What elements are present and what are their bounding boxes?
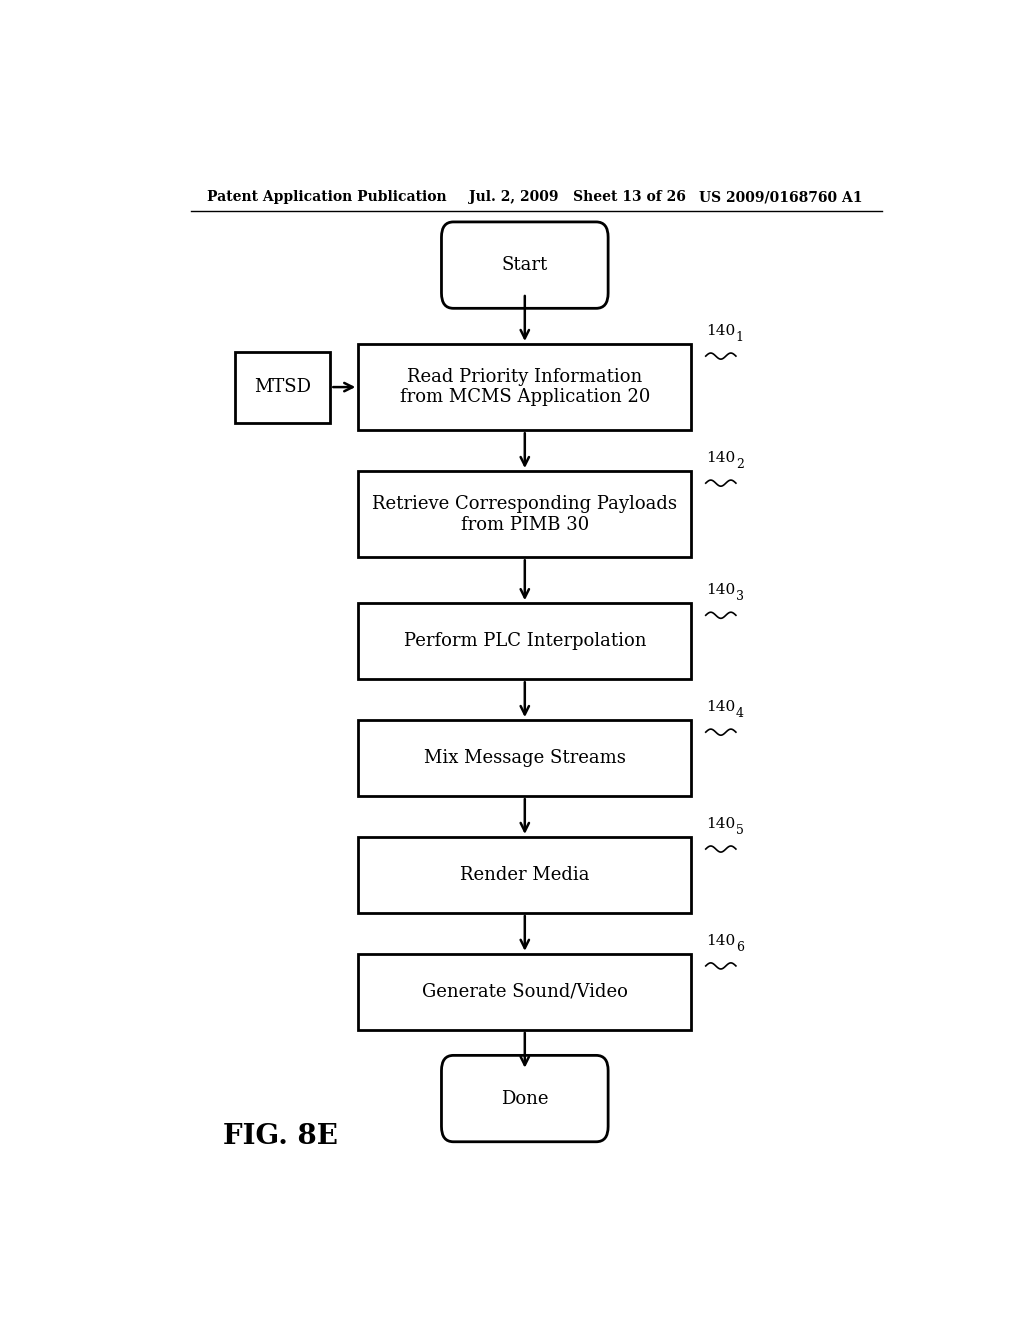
FancyBboxPatch shape — [358, 719, 691, 796]
Text: Generate Sound/Video: Generate Sound/Video — [422, 983, 628, 1001]
Text: MTSD: MTSD — [254, 378, 311, 396]
Text: Done: Done — [501, 1089, 549, 1107]
Text: 140: 140 — [706, 817, 735, 830]
FancyBboxPatch shape — [236, 351, 331, 422]
Text: Mix Message Streams: Mix Message Streams — [424, 748, 626, 767]
Text: 2: 2 — [736, 458, 743, 471]
Text: 140: 140 — [706, 451, 735, 465]
FancyBboxPatch shape — [358, 837, 691, 913]
FancyBboxPatch shape — [358, 471, 691, 557]
Text: 4: 4 — [736, 708, 743, 719]
Text: 140: 140 — [706, 583, 735, 597]
FancyBboxPatch shape — [358, 954, 691, 1030]
FancyBboxPatch shape — [441, 222, 608, 309]
Text: US 2009/0168760 A1: US 2009/0168760 A1 — [699, 190, 863, 205]
Text: 140: 140 — [706, 933, 735, 948]
FancyBboxPatch shape — [358, 345, 691, 430]
Text: 1: 1 — [736, 331, 743, 345]
FancyBboxPatch shape — [441, 1056, 608, 1142]
Text: Patent Application Publication: Patent Application Publication — [207, 190, 447, 205]
Text: Perform PLC Interpolation: Perform PLC Interpolation — [403, 632, 646, 651]
Text: 3: 3 — [736, 590, 743, 603]
Text: Jul. 2, 2009   Sheet 13 of 26: Jul. 2, 2009 Sheet 13 of 26 — [469, 190, 686, 205]
FancyBboxPatch shape — [358, 603, 691, 680]
Text: Read Priority Information
from MCMS Application 20: Read Priority Information from MCMS Appl… — [399, 368, 650, 407]
Text: 6: 6 — [736, 941, 743, 954]
Text: FIG. 8E: FIG. 8E — [223, 1123, 338, 1150]
Text: Retrieve Corresponding Payloads
from PIMB 30: Retrieve Corresponding Payloads from PIM… — [373, 495, 677, 533]
Text: 140: 140 — [706, 700, 735, 714]
Text: Start: Start — [502, 256, 548, 275]
Text: 140: 140 — [706, 323, 735, 338]
Text: 5: 5 — [736, 824, 743, 837]
Text: Render Media: Render Media — [460, 866, 590, 884]
